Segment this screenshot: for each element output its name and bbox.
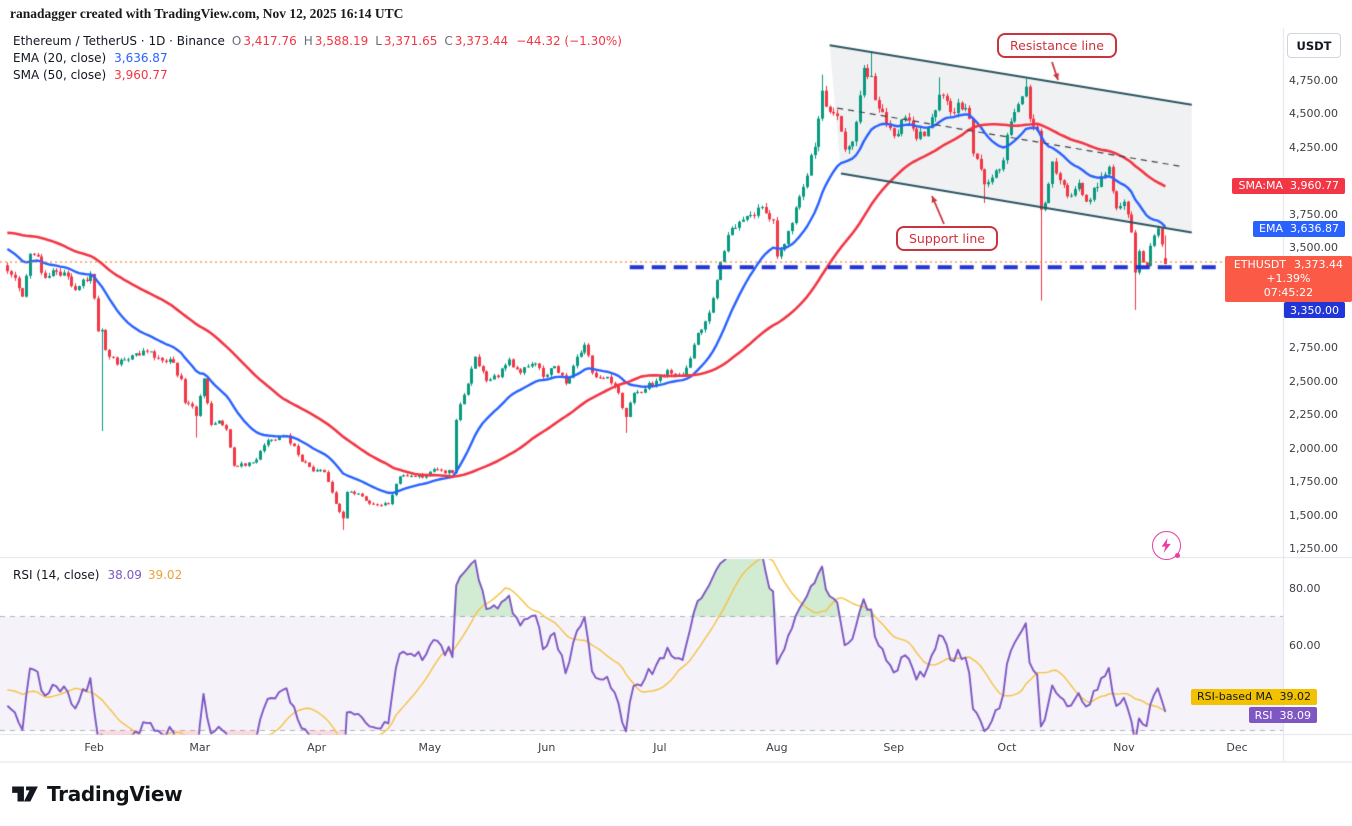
- month-tick-label: Apr: [307, 741, 327, 754]
- tradingview-wordmark[interactable]: TradingView: [47, 782, 183, 806]
- sma-label-text: SMA:MA: [1238, 179, 1284, 193]
- price-tick-label: 2,500.00: [1289, 374, 1338, 388]
- time-axis[interactable]: Feb Mar Apr May Jun Jul Aug Sep Oct Nov Dec: [0, 735, 1283, 761]
- lightning-icon: [1161, 538, 1171, 553]
- sma-label-value: 3,960.77: [1290, 179, 1339, 193]
- sma-price-label[interactable]: SMA:MA 3,960.77: [1232, 177, 1345, 194]
- rsi-ma-legend-value: 39.02: [147, 568, 183, 582]
- bar-countdown: 07:45:22: [1263, 286, 1314, 300]
- last-label-symbol: ETHUSDT: [1233, 258, 1287, 272]
- price-tick-label: 1,500.00: [1289, 508, 1338, 522]
- month-tick-label: Aug: [766, 741, 788, 754]
- support-callout[interactable]: Support line: [896, 226, 998, 251]
- rsi-label-value: 38.09: [1279, 708, 1312, 722]
- ohlc-high-key: H: [303, 34, 313, 48]
- rsi-legend[interactable]: RSI (14, close) 38.09 39.02: [13, 568, 182, 582]
- month-tick-label: Oct: [997, 741, 1017, 754]
- month-tick-label: Nov: [1113, 741, 1135, 754]
- price-tick-label: 1,250.00: [1289, 541, 1338, 555]
- rsi-ma-label[interactable]: RSI-based MA 39.02: [1190, 688, 1317, 705]
- month-tick-label: Mar: [189, 741, 211, 754]
- rsi-legend-value: 38.09: [107, 568, 142, 582]
- ohlc-low-key: L: [375, 34, 382, 48]
- price-tick-label: 2,750.00: [1289, 341, 1338, 355]
- sma-legend-value: 3,960.77: [114, 68, 168, 82]
- price-tick-label: 3,750.00: [1289, 207, 1338, 221]
- rsi-value-label[interactable]: RSI 38.09: [1248, 707, 1317, 724]
- attribution-text: ranadagger created with TradingView.com,…: [10, 6, 404, 21]
- currency-button[interactable]: USDT: [1287, 33, 1341, 58]
- price-axis[interactable]: 4,750.00 4,500.00 4,250.00 3,750.00 3,500.00…: [1283, 28, 1352, 762]
- chart-legend: Ethereum / TetherUS · 1D · Binance O 3,417…: [13, 33, 622, 84]
- price-tick-label: 1,750.00: [1289, 475, 1338, 489]
- price-tick-label: 4,250.00: [1289, 140, 1338, 154]
- last-price-label[interactable]: ETHUSDT 3,373.44 +1.39% 07:45:22: [1224, 256, 1352, 303]
- rsi-legend-label: RSI (14, close): [13, 568, 100, 582]
- price-tick-label: 2,250.00: [1289, 408, 1338, 422]
- month-tick-label: Dec: [1226, 741, 1248, 754]
- symbol-title: Ethereum / TetherUS · 1D · Binance: [13, 34, 225, 48]
- symbol-legend-row[interactable]: Ethereum / TetherUS · 1D · Binance O 3,417…: [13, 33, 622, 50]
- ohlc-close-value: 3,373.44: [454, 34, 509, 48]
- last-label-value: 3,373.44: [1294, 258, 1343, 272]
- price-tick-label: 3,500.00: [1289, 241, 1338, 255]
- ema-label-text: EMA: [1259, 222, 1284, 236]
- ema-legend-label: EMA (20, close): [13, 51, 107, 65]
- support-label-value: 3,350.00: [1290, 303, 1339, 317]
- price-tick-label: 4,500.00: [1289, 107, 1338, 121]
- ohlc-close-key: C: [444, 34, 453, 48]
- flash-trade-icon[interactable]: [1152, 531, 1181, 560]
- rsi-label-text: RSI: [1254, 708, 1273, 722]
- ema-legend-value: 3,636.87: [114, 51, 168, 65]
- sma-legend-row[interactable]: SMA (50, close) 3,960.77: [13, 67, 622, 84]
- rsi-tick-label: 80.00: [1289, 582, 1321, 595]
- sma-legend-label: SMA (50, close): [13, 68, 107, 82]
- price-tick-label: 2,000.00: [1289, 441, 1338, 455]
- month-tick-label: Jul: [653, 741, 667, 754]
- ema-price-label[interactable]: EMA 3,636.87: [1253, 220, 1345, 237]
- ohlc-open-value: 3,417.76: [243, 34, 297, 48]
- rsi-tick-label: 60.00: [1289, 639, 1321, 652]
- change-value: −44.32 (−1.30%): [516, 34, 622, 48]
- ohlc-low-value: 3,371.65: [383, 34, 438, 48]
- month-tick-label: Jun: [538, 741, 556, 754]
- ohlc-open-key: O: [231, 34, 242, 48]
- ema-legend-row[interactable]: EMA (20, close) 3,636.87: [13, 50, 622, 67]
- month-tick-label: Sep: [883, 741, 905, 754]
- tradingview-logo-icon[interactable]: [10, 779, 40, 809]
- ohlc-high-value: 3,588.19: [314, 34, 369, 48]
- ema-label-value: 3,636.87: [1290, 222, 1339, 236]
- rsi-ma-label-text: RSI-based MA: [1196, 690, 1273, 704]
- month-tick-label: May: [418, 741, 442, 754]
- support-price-label[interactable]: 3,350.00: [1284, 302, 1345, 319]
- month-tick-label: Feb: [84, 741, 104, 754]
- price-tick-label: 4,750.00: [1289, 74, 1338, 87]
- resistance-callout[interactable]: Resistance line: [997, 33, 1117, 58]
- rsi-ma-label-value: 39.02: [1279, 690, 1312, 704]
- flash-dot: [1175, 553, 1180, 558]
- price-change-percent: +1.39%: [1266, 272, 1311, 286]
- footer-brand: TradingView: [10, 779, 183, 809]
